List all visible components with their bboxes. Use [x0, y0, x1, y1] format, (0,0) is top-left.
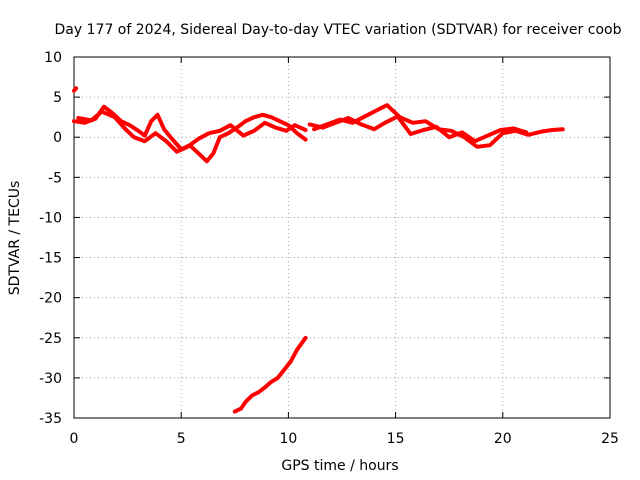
y-tick-label: 5 — [53, 90, 62, 106]
x-tick-label: 10 — [279, 431, 297, 447]
series-line-track-c — [76, 109, 308, 154]
chart-title: Day 177 of 2024, Sidereal Day-to-day VTE… — [55, 22, 622, 38]
y-tick-label: 0 — [53, 130, 62, 146]
y-tick-label: -35 — [39, 411, 62, 427]
series-line-track-a — [72, 86, 79, 93]
series-layer — [72, 86, 565, 414]
y-tick-label: -25 — [39, 331, 62, 347]
y-tick-label: -5 — [48, 170, 62, 186]
plot-frame — [73, 56, 611, 419]
y-tick-label: -20 — [39, 291, 62, 307]
y-tick-label: 10 — [44, 50, 62, 66]
series-line-track-e — [307, 114, 529, 144]
y-tick-label: -30 — [39, 371, 62, 387]
series-line-track-d — [312, 103, 565, 149]
x-tick-label: 20 — [494, 431, 512, 447]
y-tick-label: -15 — [39, 251, 62, 267]
series-line-track-f — [232, 335, 308, 414]
x-tick-label: 5 — [177, 431, 186, 447]
x-tick-label: 25 — [601, 431, 619, 447]
y-tick-label: -10 — [39, 210, 62, 226]
axis-ticks: 0 5 10 15 20 25 10 5 0 -5 -10 -15 -20 -25 -30 -35 — [39, 50, 619, 447]
x-tick-label: 15 — [387, 431, 405, 447]
y-axis-label: SDTVAR / TECUs — [7, 181, 23, 296]
x-tick-label: 0 — [70, 431, 79, 447]
x-axis-label: GPS time / hours — [281, 458, 398, 474]
grid — [74, 57, 610, 418]
